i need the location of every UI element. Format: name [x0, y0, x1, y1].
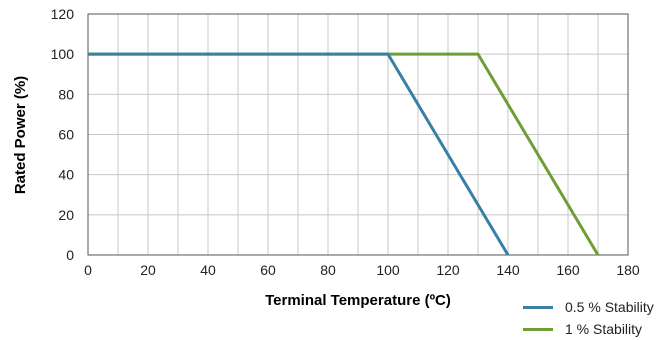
y-tick-label-60: 60 — [58, 127, 74, 143]
x-axis-title: Terminal Temperature (ºC) — [265, 292, 451, 309]
x-tick-label-0: 0 — [84, 262, 92, 278]
y-tick-label-20: 20 — [58, 207, 74, 223]
series-line-1 — [88, 52, 600, 256]
x-tick-label-180: 180 — [616, 262, 640, 278]
y-tick-label-120: 120 — [51, 6, 75, 22]
series-line-0 — [88, 52, 510, 256]
x-tick-label-120: 120 — [436, 262, 460, 278]
y-tick-label-0: 0 — [66, 247, 74, 263]
legend-label-1: 1 % Stability — [565, 321, 643, 337]
x-tick-label-100: 100 — [376, 262, 400, 278]
legend-swatch-0 — [523, 305, 553, 309]
x-tick-label-160: 160 — [556, 262, 580, 278]
y-tick-label-40: 40 — [58, 167, 74, 183]
y-tick-label-80: 80 — [58, 86, 74, 102]
legend-swatch-1 — [523, 327, 553, 331]
plot-area-frame — [87, 13, 629, 256]
x-tick-labels: 0 20 40 60 80 100 120 140 160 180 — [84, 262, 640, 278]
x-tick-label-80: 80 — [320, 262, 336, 278]
y-tick-label-100: 100 — [51, 46, 75, 62]
x-tick-label-20: 20 — [140, 262, 156, 278]
legend: 0.5 % Stability 1 % Stability — [523, 296, 654, 340]
legend-item-0: 0.5 % Stability — [523, 296, 654, 318]
y-tick-labels: 0 20 40 60 80 100 120 — [51, 6, 75, 263]
x-tick-label-140: 140 — [496, 262, 520, 278]
y-axis-title: Rated Power (%) — [12, 76, 29, 194]
legend-item-1: 1 % Stability — [523, 318, 654, 340]
grid-lines — [88, 14, 628, 255]
legend-label-0: 0.5 % Stability — [565, 299, 654, 315]
x-tick-label-40: 40 — [200, 262, 216, 278]
x-tick-label-60: 60 — [260, 262, 276, 278]
series-layer — [88, 52, 600, 256]
